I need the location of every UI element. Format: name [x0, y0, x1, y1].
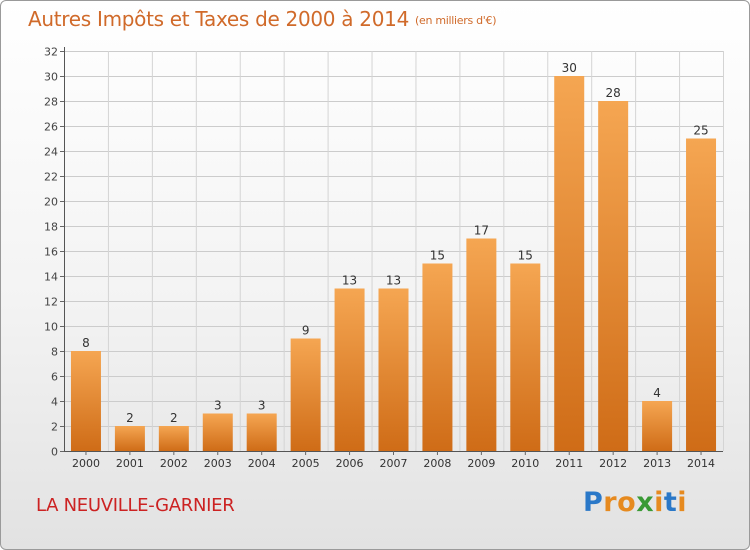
x-tick-label: 2001 — [116, 457, 144, 470]
y-tick-label: 18 — [44, 221, 58, 234]
data-label: 13 — [342, 274, 357, 288]
data-label: 30 — [562, 61, 577, 75]
data-label: 17 — [474, 224, 489, 238]
y-tick-label: 8 — [51, 346, 58, 359]
data-labels: 8 2 2 3 3 9 13 13 15 17 15 30 28 4 25 — [82, 61, 709, 425]
data-label: 2 — [126, 411, 134, 425]
data-label: 28 — [606, 86, 621, 100]
data-label: 3 — [258, 399, 266, 413]
y-tick-label: 20 — [44, 196, 58, 209]
y-tick-label: 22 — [44, 171, 58, 184]
x-tick-label: 2009 — [467, 457, 495, 470]
y-tick-label: 26 — [44, 121, 58, 134]
y-tick-label: 2 — [51, 421, 58, 434]
data-label: 25 — [693, 124, 708, 138]
data-label: 15 — [430, 249, 445, 263]
y-tick-label: 4 — [51, 396, 58, 409]
logo-letter: P — [583, 487, 604, 518]
bar — [422, 263, 453, 451]
logo-letter: x — [636, 487, 655, 518]
data-label: 8 — [82, 336, 90, 350]
bar — [686, 138, 717, 451]
y-tick-label: 0 — [51, 446, 58, 459]
bar — [554, 76, 585, 451]
logo-letter: i — [677, 487, 688, 518]
chart-title: Autres Impôts et Taxes de 2000 à 2014 (en… — [28, 7, 496, 31]
y-tick-label: 28 — [44, 96, 58, 109]
logo-letter: t — [663, 487, 678, 518]
x-tick-label: 2005 — [292, 457, 320, 470]
data-label: 9 — [302, 324, 310, 338]
x-tick-label: 2013 — [643, 457, 671, 470]
bar — [334, 288, 365, 451]
y-tick-label: 16 — [44, 246, 58, 259]
x-tick-label: 2010 — [511, 457, 539, 470]
x-tick-label: 2004 — [248, 457, 276, 470]
bar — [642, 401, 673, 451]
bar — [114, 426, 145, 451]
chart-subtitle: (en milliers d'€) — [415, 14, 497, 27]
bar — [466, 238, 497, 451]
x-tick-label: 2000 — [72, 457, 100, 470]
logo-letter: o — [617, 487, 637, 518]
x-tick-label: 2006 — [336, 457, 364, 470]
bar — [510, 263, 541, 451]
x-tick-label: 2008 — [423, 457, 451, 470]
data-label: 15 — [518, 249, 533, 263]
bar — [246, 413, 277, 451]
bars — [70, 76, 717, 451]
chart-title-text: Autres Impôts et Taxes de 2000 à 2014 — [28, 7, 409, 31]
commune-name: LA NEUVILLE-GARNIER — [36, 495, 235, 516]
bar — [158, 426, 189, 451]
x-tick-label: 2014 — [687, 457, 715, 470]
data-label: 13 — [386, 274, 401, 288]
x-tick-label: 2011 — [555, 457, 583, 470]
y-tick-label: 24 — [44, 146, 58, 159]
x-tick-label: 2012 — [599, 457, 627, 470]
y-tick-label: 30 — [44, 71, 58, 84]
logo-letter: r — [603, 487, 618, 518]
bar — [290, 338, 321, 451]
x-tick-label: 2002 — [160, 457, 188, 470]
bar — [70, 351, 101, 451]
proxiti-logo[interactable]: Proxiti — [583, 487, 687, 518]
y-tick-label: 6 — [51, 371, 58, 384]
bar — [378, 288, 409, 451]
bar — [202, 413, 233, 451]
data-label: 2 — [170, 411, 178, 425]
y-tick-label: 14 — [44, 271, 58, 284]
data-label: 3 — [214, 399, 222, 413]
data-label: 4 — [653, 386, 661, 400]
y-tick-label: 10 — [44, 321, 58, 334]
x-tick-label: 2007 — [380, 457, 408, 470]
y-tick-label: 32 — [44, 46, 58, 59]
logo-letter: i — [654, 487, 664, 518]
y-tick-label: 12 — [44, 296, 58, 309]
x-tick-label: 2003 — [204, 457, 232, 470]
bar — [598, 101, 629, 451]
